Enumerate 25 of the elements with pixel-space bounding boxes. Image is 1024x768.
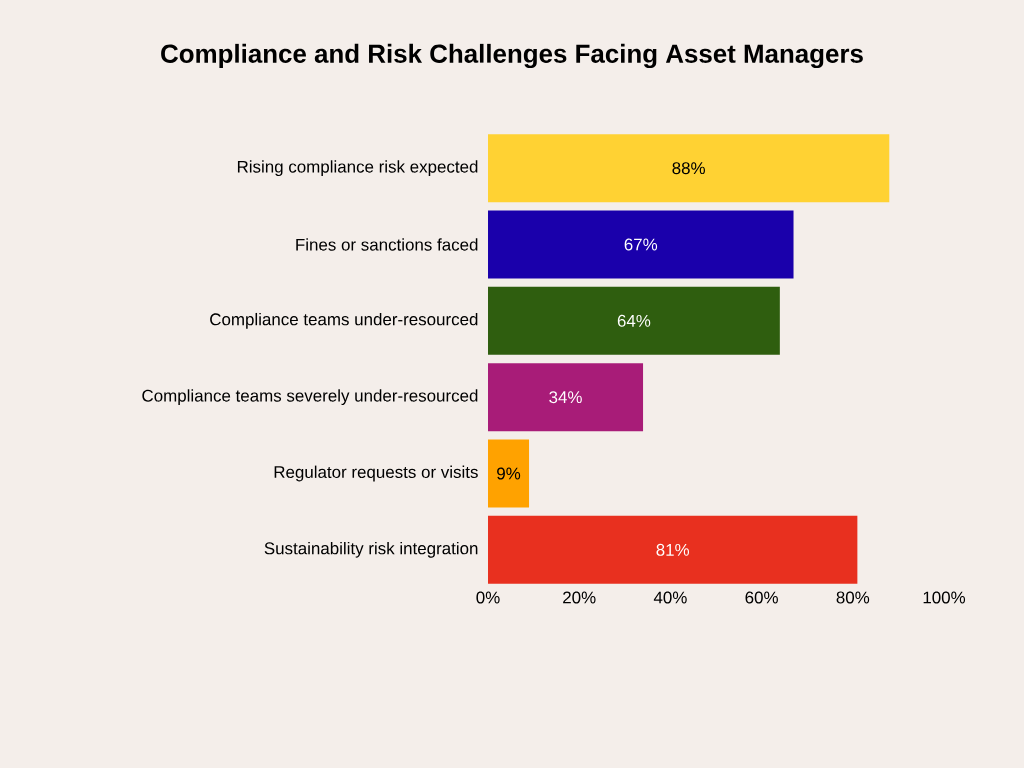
bar: [488, 210, 794, 279]
y-tick-label: Compliance teams severely under-resourced: [142, 389, 478, 406]
bar: [488, 134, 890, 203]
x-tick-label: 0%: [476, 591, 500, 604]
x-tick-label: 60%: [745, 591, 778, 604]
chart-title: Compliance and Risk Challenges Facing Asset Managers: [161, 43, 863, 69]
x-tick-label: 40%: [653, 591, 687, 604]
bar: [488, 363, 644, 432]
y-tick-label: Sustainability risk integration: [264, 541, 478, 558]
bar: [488, 515, 858, 584]
data-label: 67%: [624, 238, 658, 251]
y-tick-label: Fines or sanctions faced: [296, 238, 478, 251]
y-tick-label: Regulator requests or visits: [274, 465, 478, 482]
bar: [488, 286, 780, 355]
data-label: 88%: [672, 162, 705, 175]
x-tick-label: 20%: [563, 591, 596, 604]
x-tick-label: 100%: [923, 591, 966, 604]
data-label: 81%: [656, 543, 690, 556]
x-tick-label: 80%: [836, 591, 870, 604]
data-label: 64%: [617, 314, 651, 327]
y-tick-label: Compliance teams under-resourced: [210, 312, 478, 329]
y-tick-label: Rising compliance risk expected: [237, 160, 478, 177]
data-label: 34%: [549, 391, 582, 404]
bar: [488, 439, 530, 508]
data-label: 9%: [497, 467, 521, 480]
